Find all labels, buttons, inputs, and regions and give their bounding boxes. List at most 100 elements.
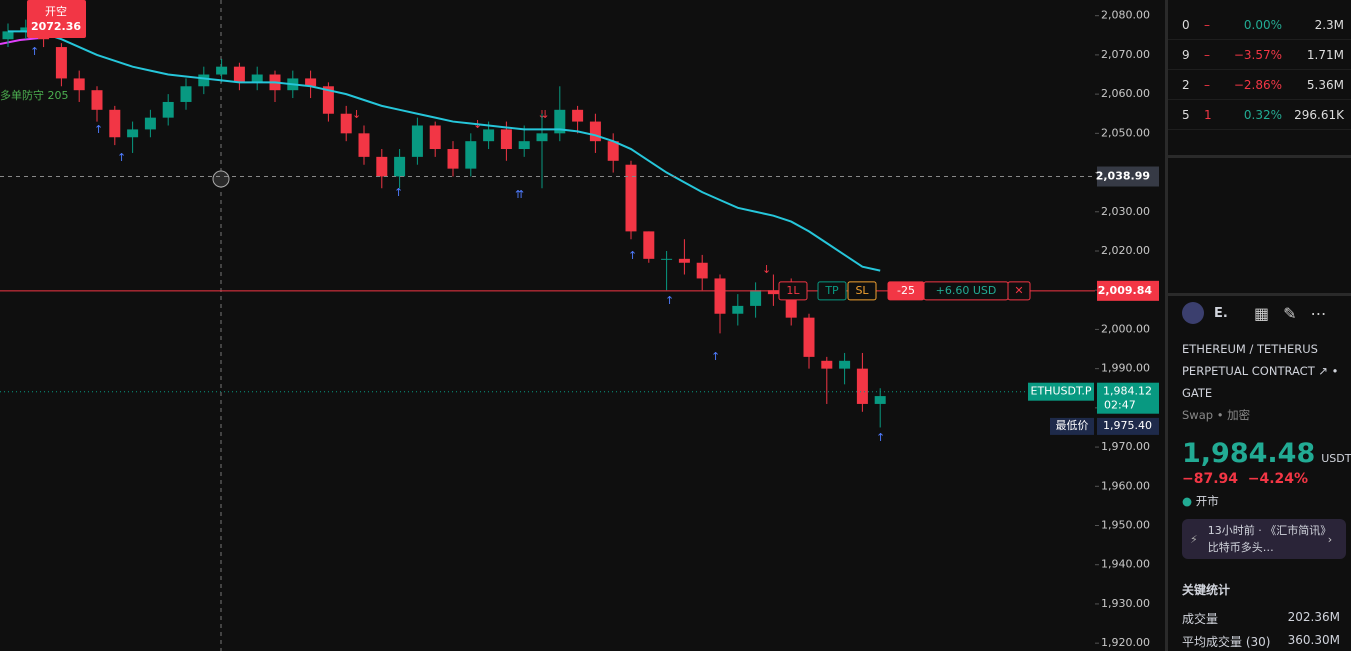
watch-dash: – [1204,77,1210,92]
watch-pct: −2.86% [1233,77,1282,92]
position-side-bg[interactable] [778,281,808,301]
candle-body [429,125,441,150]
stat-label: 平均成交量 (30) [1182,635,1271,649]
watch-pct: 0.32% [1243,107,1282,122]
desc-line: Swap • 加密 [1182,408,1251,422]
y-tick-label: 2,070.00 [1101,48,1150,61]
status: ● 开市 [1182,494,1219,508]
candle-body [216,66,228,75]
last-price: 1,984.12 [1103,385,1152,398]
candle-body [518,141,530,150]
axis-bg [1095,0,1160,651]
candle-body [251,74,263,83]
symbol-header: E. ▦✎⋯ [1182,296,1351,330]
arrow: ↑ [665,294,674,307]
candle-body [696,262,708,279]
y-tick-label: 1,930.00 [1101,597,1150,610]
candle-body [340,113,352,134]
currency: USDT [1321,452,1351,465]
candle-body [821,360,833,369]
change-pct: −4.24% [1247,471,1309,487]
y-tick-label: 1,950.00 [1101,519,1150,532]
candle-body [376,156,388,177]
candle-body [803,317,815,357]
candle-body [785,294,797,318]
candle-body [500,129,512,150]
candle-body [554,109,566,134]
watch-vol: 296.61K [1294,107,1344,122]
moving-average [8,30,881,272]
candle-body [233,66,245,83]
low-name-bg [1050,417,1094,435]
position-close[interactable]: ✕ [1014,284,1023,297]
plot-bg [0,0,1095,651]
take-profit[interactable]: TP [824,284,839,297]
stat-value: 202.36M [1287,610,1340,624]
candle-body [483,129,495,142]
eth-icon [1182,302,1204,324]
position-side[interactable]: 1L [786,284,800,297]
crosshair-label: 2,038.99 [1096,170,1150,183]
candle-body [91,90,103,110]
arrow: ⇈ [515,188,524,201]
gap [1168,155,1351,296]
entry-tag: 开空 [45,4,67,18]
candle-body [322,86,334,114]
arrow: ↑ [30,45,39,58]
price-block: 1,984.48 USDT [1182,438,1351,469]
stats-title: 关键统计 [1182,583,1231,597]
dynamic: 2,080.002,070.002,060.002,050.002,040.00… [0,0,1159,649]
news-arrow: › [1327,532,1333,546]
news-icon: ⚡ [1190,532,1198,546]
position-pnl: +6.60 USD [936,284,997,297]
y-tick-label: 1,990.00 [1101,362,1150,375]
stat-row: 成交量 202.36M [1182,610,1340,627]
watch-pct: 0.00% [1243,17,1282,32]
candle-body [714,278,726,314]
y-tick-label: 2,020.00 [1101,244,1150,257]
candle-body [465,141,477,169]
candle-body [162,101,174,118]
watch-row[interactable]: 9– −3.57% 1.71M [1168,40,1351,70]
candle-body [127,129,139,138]
y-tick-label: 2,080.00 [1101,9,1150,22]
description: ETHEREUM / TETHERUS PERPETUAL CONTRACT ↗… [1182,338,1351,426]
arrow: ↑ [711,350,720,363]
stop-loss-bg[interactable] [847,281,877,301]
position-close-bg[interactable] [1007,281,1031,301]
arrow: ↓ [352,108,361,121]
arrow: ↓ [762,263,771,276]
candle-body [643,231,655,259]
stat-row: 平均成交量 (30) 360.30M [1182,633,1340,650]
candle-body [180,86,192,102]
watch-row[interactable]: 5 1 0.32% 296.61K [1168,100,1351,130]
low-price-bg [1097,417,1159,435]
candle-body [732,305,744,314]
y-tick-label: 1,940.00 [1101,558,1150,571]
candle-body [589,121,601,142]
position-qty: -25 [897,284,915,297]
watch-symbol: 2 [1182,77,1190,92]
candle-body [572,109,584,122]
watch-pct: −3.57% [1233,47,1282,62]
desc-line: ETHEREUM / TETHERUS [1182,342,1318,356]
candle-body [358,133,370,157]
candle-body [874,396,886,404]
watch-symbol: 5 [1182,107,1190,122]
arrow: ↑ [117,151,126,164]
stat-label: 成交量 [1182,612,1219,626]
stop-loss[interactable]: SL [855,284,869,297]
symbol-short: E. [1214,305,1228,321]
take-profit-bg[interactable] [817,281,847,301]
watch-row[interactable]: 0– 0.00% 2.3M [1168,10,1351,40]
watch-dash: 1 [1204,107,1212,122]
watch-dash: – [1204,17,1210,32]
watch-vol: 5.36M [1306,77,1344,92]
watch-row[interactable]: 2– −2.86% 5.36M [1168,70,1351,100]
toolbar-icons[interactable]: ▦✎⋯ [1254,303,1341,323]
watch-dash: – [1204,47,1210,62]
news-card[interactable]: ⚡ 13小时前 · 《汇市简讯》比特币多头… › [1182,519,1346,559]
candle-body [305,78,317,87]
candle-body [661,258,673,260]
